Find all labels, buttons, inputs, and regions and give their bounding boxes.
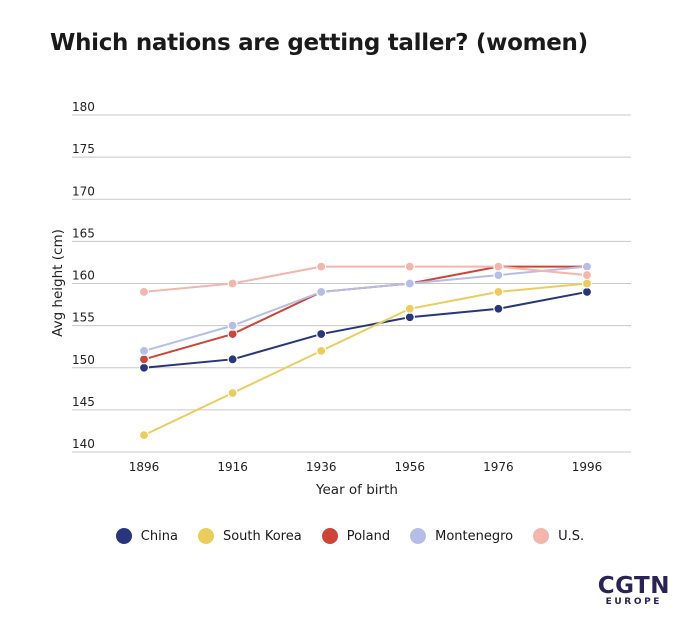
point-south-korea-1896 [138, 430, 150, 441]
legend-label-u-s: U.S. [558, 528, 585, 544]
x-tick-1976: 1976 [483, 460, 514, 474]
x-axis-label: Year of birth [315, 482, 398, 498]
point-china-1956 [404, 312, 415, 323]
line-montenegro [143, 265, 588, 352]
line-poland [143, 265, 587, 361]
legend-swatch-china [115, 528, 132, 544]
legend-label-china: China [140, 528, 178, 544]
y-tick-150: 150 [72, 353, 95, 367]
series-lines [143, 265, 588, 437]
point-south-korea-1916 [227, 387, 238, 399]
point-south-korea-1936 [316, 345, 327, 356]
legend-swatch-poland [321, 528, 338, 544]
line-south-korea [143, 282, 588, 437]
logo-main-text: CGTN [597, 573, 670, 599]
x-tick-1916: 1916 [217, 460, 248, 474]
point-china-1976 [493, 303, 504, 314]
point-poland-1916 [227, 328, 238, 340]
legend-label-montenegro: Montenegro [435, 528, 514, 544]
line-china [143, 290, 588, 369]
legend: China South Korea Poland Montenegro U.S. [0, 528, 700, 544]
point-china-1936 [316, 328, 327, 340]
gridlines [72, 114, 631, 453]
line-u-s [143, 265, 588, 293]
y-tick-140: 140 [72, 437, 95, 451]
x-tick-1896: 1896 [129, 460, 160, 474]
y-tick-160: 160 [72, 269, 95, 283]
y-tick-155: 155 [72, 311, 95, 325]
cgtn-logo: CGTN EUROPE [598, 574, 670, 607]
logo-sub-text: EUROPE [605, 597, 663, 607]
point-u-s-1896 [138, 286, 150, 298]
point-south-korea-1956 [404, 303, 415, 314]
point-montenegro-1936 [316, 286, 327, 298]
legend-item-south-korea: South Korea [197, 528, 302, 544]
y-tick-165: 165 [72, 226, 95, 240]
y-tick-labels: 140 145 150 155 160 165 170 175 180 [72, 100, 95, 451]
point-u-s-1936 [316, 261, 327, 272]
x-tick-1956: 1956 [395, 460, 426, 474]
legend-label-poland: Poland [346, 528, 391, 544]
x-tick-1936: 1936 [306, 460, 337, 474]
point-montenegro-1976 [493, 269, 504, 281]
y-tick-175: 175 [72, 142, 95, 156]
point-china-1916 [227, 354, 238, 365]
point-poland-1896 [138, 354, 150, 365]
legend-label-south-korea: South Korea [222, 528, 302, 544]
point-china-1996 [581, 286, 593, 298]
y-axis-label: Avg height (cm) [50, 229, 66, 337]
point-montenegro-1956 [404, 278, 415, 289]
point-u-s-1916 [227, 278, 238, 289]
legend-swatch-montenegro [410, 528, 427, 544]
y-tick-170: 170 [72, 184, 95, 198]
legend-item-china: China [115, 528, 178, 544]
y-tick-145: 145 [72, 395, 95, 409]
point-montenegro-1996 [581, 261, 593, 272]
point-china-1896 [138, 362, 150, 373]
legend-item-montenegro: Montenegro [410, 528, 513, 544]
chart-title: Which nations are getting taller? (women… [50, 30, 588, 56]
x-tick-labels: 1896 1916 1936 1956 1976 1996 [129, 460, 603, 474]
point-u-s-1956 [404, 261, 415, 272]
legend-swatch-u-s [533, 528, 550, 544]
y-tick-180: 180 [72, 100, 95, 114]
legend-item-poland: Poland [321, 528, 391, 544]
point-u-s-1976 [493, 261, 504, 272]
point-montenegro-1896 [138, 345, 150, 356]
series-points [138, 261, 593, 441]
legend-item-u-s: U.S. [533, 528, 584, 544]
point-u-s-1996 [581, 269, 593, 281]
point-south-korea-1996 [581, 278, 593, 289]
legend-swatch-south-korea [197, 528, 214, 544]
point-montenegro-1916 [227, 320, 238, 331]
x-tick-1996: 1996 [572, 460, 603, 474]
point-south-korea-1976 [493, 286, 504, 298]
